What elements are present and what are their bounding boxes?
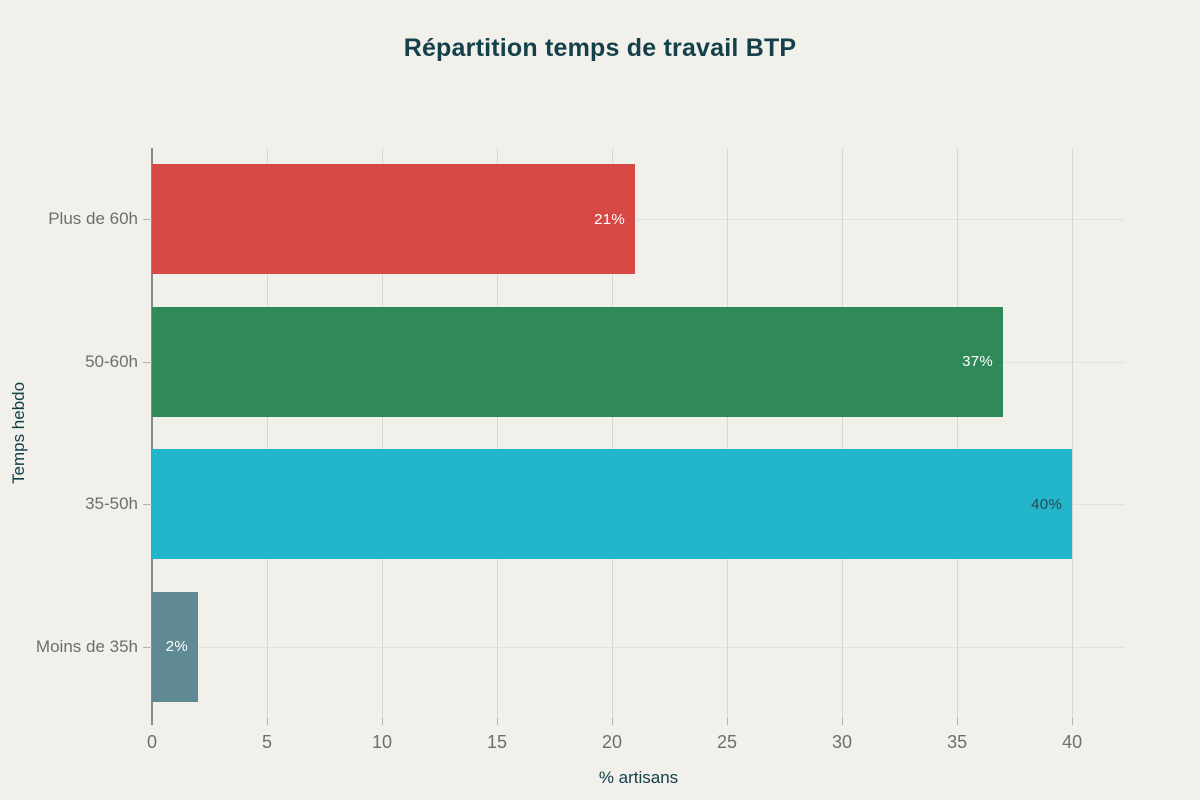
bar: 40% — [152, 449, 1073, 560]
y-axis-tick — [143, 504, 152, 506]
y-tick-label: Plus de 60h — [48, 209, 138, 229]
x-tick-label: 20 — [602, 732, 623, 752]
bar: 2% — [152, 591, 198, 702]
bar: 37% — [152, 306, 1004, 417]
vertical-gridline — [267, 148, 268, 718]
x-axis-title: % artisans — [598, 768, 679, 787]
bar-value-label: 21% — [594, 210, 626, 228]
vertical-gridline — [497, 148, 499, 718]
y-tick-label: 50-60h — [85, 351, 138, 371]
vertical-gridline — [612, 148, 614, 718]
x-tick-label: 15 — [487, 732, 508, 752]
bar-value-label: 2% — [165, 638, 188, 656]
x-axis-tick — [1072, 718, 1074, 725]
y-axis-tick — [143, 219, 152, 221]
x-tick-label: 40 — [1062, 732, 1083, 752]
y-axis-tick — [143, 361, 152, 363]
y-axis-tick — [143, 646, 152, 648]
vertical-gridline — [957, 148, 959, 718]
y-axis-title: Temps hebdo — [9, 381, 28, 485]
y-tick-label: Moins de 35h — [35, 636, 138, 656]
plot-area: 0 5 10 15 20 25 30 35 40 Plus de 60h 21% 50-60h 37% 3… — [36, 148, 1125, 752]
x-tick-label: 5 — [261, 732, 273, 752]
x-axis-tick — [957, 718, 959, 725]
x-tick-label: 0 — [146, 732, 158, 752]
bar: 21% — [152, 164, 636, 275]
bar-value-label: 37% — [962, 353, 994, 371]
x-axis-tick — [267, 718, 268, 725]
vertical-gridline — [842, 148, 844, 718]
x-tick-label: 35 — [947, 732, 968, 752]
horizontal-gridline — [152, 219, 1125, 221]
y-axis-line — [151, 148, 153, 725]
x-axis-tick — [382, 718, 384, 725]
x-axis-tick — [612, 718, 614, 725]
chart-title: Répartition temps de travail BTP — [403, 34, 797, 62]
vertical-gridline — [1072, 148, 1074, 718]
vertical-gridline — [727, 148, 729, 718]
x-tick-label: 25 — [717, 732, 738, 752]
vertical-gridline — [382, 148, 384, 718]
x-axis-tick — [842, 718, 844, 725]
x-axis-tick — [497, 718, 499, 725]
bar-value-label: 40% — [1031, 495, 1063, 513]
horizontal-gridline — [152, 646, 1125, 648]
x-axis-tick — [727, 718, 729, 725]
x-tick-label: 10 — [372, 732, 393, 752]
y-tick-label: 35-50h — [85, 494, 138, 514]
x-tick-label: 30 — [832, 732, 853, 752]
